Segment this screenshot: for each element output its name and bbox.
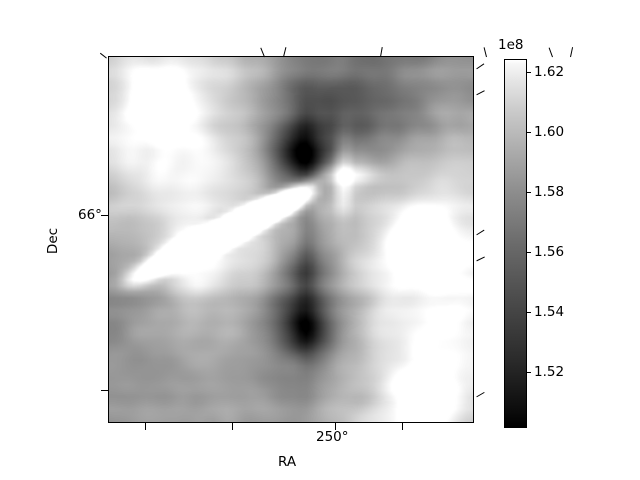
top-tick-3 — [483, 47, 488, 58]
colorbar-tick-3 — [527, 252, 531, 254]
left-tick-0 — [101, 215, 109, 217]
bottom-tick-2 — [335, 423, 337, 430]
colorbar-tick-2 — [527, 192, 531, 194]
colorbar-tick-5 — [527, 372, 531, 374]
colorbar-offset-text: 1e8 — [498, 37, 524, 53]
bottom-tick-0 — [145, 423, 147, 430]
colorbar-tick-label-5: 1.52 — [534, 364, 565, 380]
y-tick-label-66: 66° — [78, 207, 102, 223]
colorbar-tick-label-0: 1.62 — [534, 64, 565, 80]
left-tick-corner — [99, 52, 108, 59]
right-tick-3 — [476, 256, 486, 262]
colorbar-tick-4 — [527, 312, 531, 314]
colorbar-tick-1 — [527, 132, 531, 134]
top-tick-5 — [570, 47, 574, 58]
right-tick-2 — [476, 229, 485, 236]
colorbar-tick-label-4: 1.54 — [534, 304, 565, 320]
right-tick-1 — [476, 90, 485, 96]
y-axis-label-dec: Dec — [45, 227, 62, 255]
colorbar-tick-label-1: 1.60 — [534, 124, 565, 140]
left-tick-1 — [101, 390, 109, 392]
bottom-tick-1 — [232, 423, 234, 430]
right-tick-4 — [476, 391, 485, 398]
x-axis-label-ra: RA — [278, 454, 297, 470]
colorbar-tick-label-2: 1.58 — [534, 184, 565, 200]
colorbar-tick-label-3: 1.56 — [534, 244, 565, 260]
right-tick-0 — [476, 63, 485, 70]
bottom-tick-3 — [402, 423, 404, 430]
top-tick-4 — [548, 47, 554, 58]
sky-brightness-heatmap[interactable] — [109, 57, 473, 422]
colorbar-gradient[interactable] — [504, 59, 527, 428]
x-tick-label-250: 250° — [316, 429, 349, 445]
sky-image-axes[interactable] — [108, 56, 474, 423]
colorbar-tick-0 — [527, 72, 531, 74]
